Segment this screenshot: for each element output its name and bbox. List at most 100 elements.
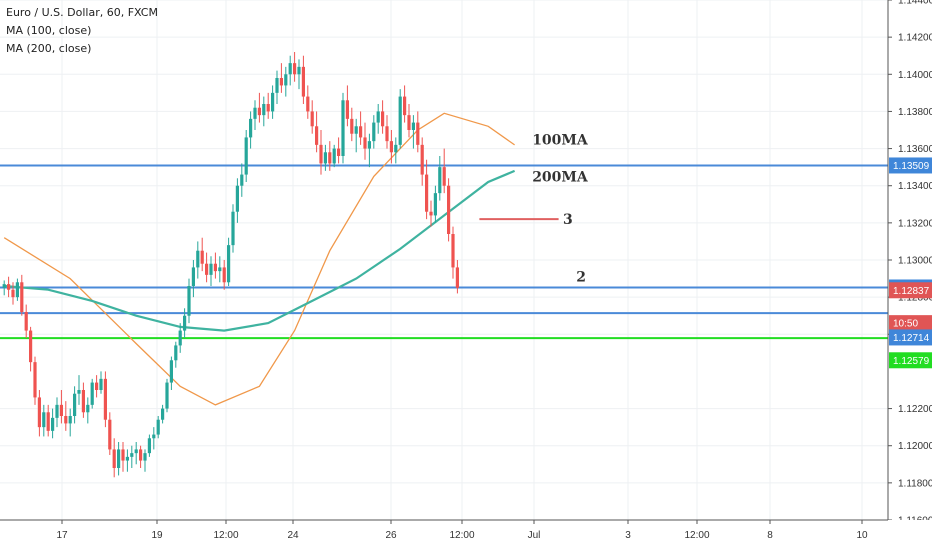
- candle-body[interactable]: [279, 78, 283, 86]
- price-label-box[interactable]: [889, 282, 932, 299]
- price-label-box[interactable]: [889, 157, 932, 174]
- candle-body[interactable]: [156, 419, 160, 435]
- candle-body[interactable]: [2, 284, 6, 288]
- candle-body[interactable]: [389, 141, 393, 153]
- candle-body[interactable]: [191, 267, 195, 286]
- candle-body[interactable]: [130, 453, 134, 457]
- candle-body[interactable]: [99, 378, 103, 390]
- candle-body[interactable]: [306, 96, 310, 112]
- candle-body[interactable]: [231, 211, 235, 246]
- candle-body[interactable]: [15, 282, 19, 298]
- candle-body[interactable]: [59, 404, 63, 416]
- candle-body[interactable]: [117, 449, 121, 468]
- candle-body[interactable]: [205, 263, 209, 275]
- candle-body[interactable]: [411, 122, 415, 130]
- candle-body[interactable]: [222, 267, 226, 283]
- candle-body[interactable]: [345, 100, 349, 119]
- candle-body[interactable]: [134, 449, 138, 454]
- candle-body[interactable]: [51, 417, 55, 431]
- candle-body[interactable]: [293, 63, 297, 75]
- candle-body[interactable]: [315, 126, 319, 145]
- candle-body[interactable]: [455, 267, 459, 288]
- candle-body[interactable]: [403, 96, 407, 116]
- chart-annotation[interactable]: 3: [563, 212, 573, 228]
- candle-body[interactable]: [196, 250, 200, 268]
- candle-body[interactable]: [46, 412, 50, 431]
- candle-body[interactable]: [244, 137, 248, 175]
- candle-body[interactable]: [165, 382, 169, 409]
- candle-body[interactable]: [200, 250, 204, 264]
- candle-body[interactable]: [187, 286, 191, 316]
- candle-body[interactable]: [55, 404, 59, 418]
- candle-body[interactable]: [7, 284, 11, 290]
- candle-body[interactable]: [354, 126, 358, 134]
- price-label-box[interactable]: [889, 315, 932, 332]
- candle-body[interactable]: [429, 211, 433, 216]
- candle-body[interactable]: [213, 263, 217, 272]
- candle-body[interactable]: [372, 122, 376, 142]
- candle-body[interactable]: [112, 449, 116, 468]
- ma100-line[interactable]: [3, 112, 515, 406]
- candle-body[interactable]: [86, 404, 90, 413]
- candle-body[interactable]: [319, 144, 323, 164]
- candle-body[interactable]: [174, 345, 178, 361]
- candle-body[interactable]: [425, 174, 429, 212]
- candle-body[interactable]: [310, 111, 314, 127]
- candle-body[interactable]: [301, 66, 305, 97]
- candle-body[interactable]: [288, 63, 292, 75]
- candle-body[interactable]: [416, 122, 420, 145]
- candle-body[interactable]: [398, 96, 402, 145]
- candle-body[interactable]: [253, 107, 257, 119]
- candle-body[interactable]: [178, 330, 182, 346]
- legend-ma200[interactable]: MA (200, close): [6, 42, 92, 55]
- candle-body[interactable]: [394, 144, 398, 153]
- candle-body[interactable]: [68, 416, 72, 424]
- candle-body[interactable]: [29, 330, 33, 363]
- chart-annotation[interactable]: 200MA: [532, 169, 589, 185]
- candle-body[interactable]: [24, 312, 28, 331]
- candle-body[interactable]: [103, 378, 107, 420]
- candle-body[interactable]: [332, 148, 336, 164]
- candle-body[interactable]: [235, 185, 239, 212]
- candle-body[interactable]: [169, 360, 173, 383]
- candle-body[interactable]: [359, 126, 363, 138]
- candle-body[interactable]: [262, 104, 266, 116]
- chart-annotation[interactable]: 2: [576, 270, 586, 286]
- candle-body[interactable]: [447, 185, 451, 234]
- candle-body[interactable]: [266, 104, 270, 112]
- candle-body[interactable]: [121, 449, 125, 461]
- candle-body[interactable]: [323, 152, 327, 164]
- candle-body[interactable]: [363, 137, 367, 149]
- candle-body[interactable]: [81, 390, 85, 413]
- candle-body[interactable]: [442, 167, 446, 186]
- candle-body[interactable]: [183, 315, 187, 331]
- price-label-box[interactable]: [889, 352, 932, 369]
- candle-body[interactable]: [33, 362, 37, 398]
- candle-body[interactable]: [64, 416, 68, 424]
- candle-body[interactable]: [125, 456, 129, 461]
- candle-body[interactable]: [328, 152, 332, 164]
- candle-body[interactable]: [139, 449, 143, 461]
- candle-body[interactable]: [143, 453, 147, 461]
- legend-symbol[interactable]: Euro / U.S. Dollar, 60, FXCM: [6, 6, 158, 19]
- candle-body[interactable]: [73, 393, 77, 416]
- ma200-line[interactable]: [4, 169, 516, 332]
- candle-body[interactable]: [385, 126, 389, 142]
- candle-body[interactable]: [95, 382, 99, 390]
- candle-body[interactable]: [381, 111, 385, 127]
- candle-body[interactable]: [271, 92, 275, 112]
- candle-body[interactable]: [433, 193, 437, 216]
- candle-body[interactable]: [108, 419, 112, 450]
- candle-body[interactable]: [438, 167, 442, 194]
- candle-body[interactable]: [147, 438, 151, 454]
- candle-body[interactable]: [249, 118, 253, 138]
- candle-body[interactable]: [37, 397, 41, 428]
- candle-body[interactable]: [407, 115, 411, 130]
- price-label-box[interactable]: [889, 329, 932, 346]
- candle-body[interactable]: [240, 174, 244, 186]
- candle-body[interactable]: [209, 263, 213, 275]
- candle-body[interactable]: [297, 66, 301, 75]
- candle-body[interactable]: [218, 267, 222, 272]
- candle-body[interactable]: [350, 118, 354, 134]
